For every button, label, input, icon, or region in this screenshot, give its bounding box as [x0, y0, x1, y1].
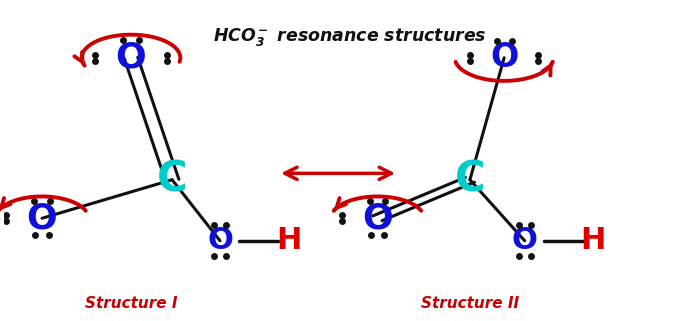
Text: H: H — [580, 226, 606, 255]
Text: Structure II: Structure II — [421, 296, 519, 311]
Text: H: H — [276, 226, 301, 255]
Text: O: O — [490, 41, 518, 74]
Text: O: O — [116, 41, 146, 75]
Text: C: C — [455, 159, 485, 201]
Text: O: O — [27, 201, 57, 235]
Text: $\bfit{HCO_3^-}$ resonance structures: $\bfit{HCO_3^-}$ resonance structures — [214, 26, 487, 48]
Text: O: O — [512, 226, 537, 255]
Text: Structure I: Structure I — [85, 296, 177, 311]
Text: C: C — [157, 159, 187, 201]
Text: O: O — [207, 226, 233, 255]
Text: O: O — [362, 201, 393, 235]
